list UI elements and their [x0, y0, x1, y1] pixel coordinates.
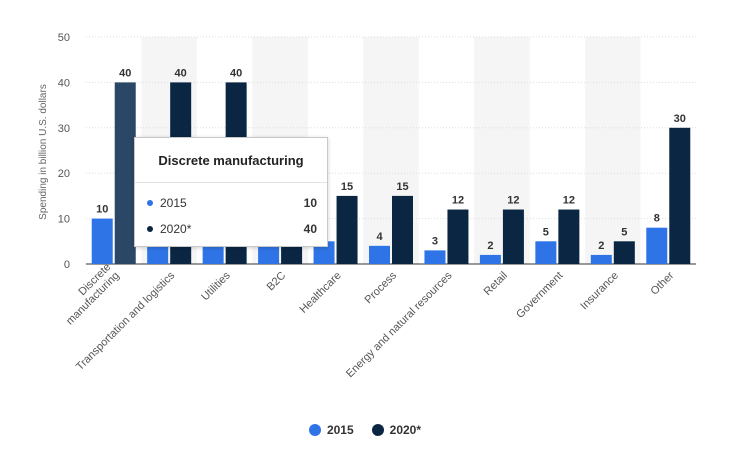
- y-tick-label: 0: [64, 259, 70, 271]
- x-category-label: Discretemanufacturing: [56, 261, 122, 327]
- x-category-label: Retail: [482, 270, 510, 298]
- data-label: 4: [376, 231, 383, 243]
- bar-2015-5[interactable]: [369, 245, 390, 264]
- data-label: 15: [341, 181, 353, 193]
- bar-2015-0[interactable]: [91, 218, 113, 264]
- x-category-label: Government: [514, 270, 565, 321]
- data-label: 30: [674, 113, 686, 125]
- bar-2020-6[interactable]: [447, 209, 469, 264]
- data-label: 40: [230, 67, 242, 79]
- legend-label: 2020*: [389, 423, 422, 437]
- bar-2020-0[interactable]: [114, 82, 136, 265]
- bar-2020-5[interactable]: [392, 195, 413, 264]
- data-label: 12: [563, 195, 575, 207]
- data-label: 10: [96, 204, 108, 216]
- bar-2015-6[interactable]: [424, 250, 446, 264]
- y-tick-label: 10: [58, 214, 70, 226]
- data-label: 3: [432, 235, 438, 247]
- data-label: 8: [654, 213, 660, 225]
- bar-2020-4[interactable]: [336, 195, 358, 264]
- chart-legend: 2015 2020*: [0, 421, 730, 439]
- x-category-label: Utilities: [199, 269, 233, 303]
- data-label: 5: [543, 226, 549, 238]
- x-category-label: Healthcare: [298, 270, 344, 316]
- data-label: 40: [119, 67, 131, 79]
- tooltip-row-2020: 2020* 40: [147, 222, 317, 238]
- data-label: 5: [621, 226, 627, 238]
- bar-2020-7[interactable]: [502, 209, 524, 264]
- bar-2015-10[interactable]: [646, 227, 668, 264]
- tooltip-divider: [135, 182, 327, 183]
- data-label: 12: [507, 195, 519, 207]
- tooltip-2020-dot-icon: [147, 226, 153, 232]
- tooltip-2015-dot-icon: [147, 200, 153, 206]
- y-tick-label: 40: [58, 77, 70, 89]
- bar-2020-9[interactable]: [613, 241, 635, 264]
- y-tick-label: 50: [58, 32, 70, 44]
- tooltip-row-label: 2015: [160, 196, 187, 210]
- x-category-label: Process: [363, 269, 400, 306]
- bar-2015-9[interactable]: [590, 254, 612, 264]
- y-tick-label: 30: [58, 123, 70, 135]
- x-category-label: Insurance: [578, 270, 621, 313]
- bar-2020-10[interactable]: [669, 127, 691, 264]
- y-tick-label: 20: [58, 168, 70, 180]
- tooltip-row-value: 10: [303, 196, 317, 210]
- legend-2015-dot-icon: [308, 424, 321, 436]
- x-category-label: Other: [648, 269, 676, 297]
- data-label: 12: [452, 195, 464, 207]
- tooltip-row-2015: 2015 10: [147, 196, 317, 212]
- bar-2015-7[interactable]: [479, 254, 501, 264]
- data-label: 15: [396, 181, 408, 193]
- x-category-label: B2C: [265, 270, 289, 294]
- x-category-label: Energy and natural resources: [344, 269, 455, 380]
- tooltip-title: Discrete manufacturing: [158, 153, 304, 168]
- bar-2020-8[interactable]: [558, 209, 580, 264]
- tooltip-row-label: 2020*: [160, 222, 192, 236]
- legend-label: 2015: [326, 423, 354, 437]
- data-label: 40: [175, 67, 187, 79]
- legend-item-2020[interactable]: 2020*: [371, 423, 422, 437]
- y-axis-label: Spending in billion U.S. dollars: [38, 84, 49, 220]
- tooltip-row-value: 40: [303, 222, 317, 236]
- data-label: 2: [487, 240, 493, 252]
- chart-tooltip: Discrete manufacturing 2015 10 2020* 40: [134, 137, 328, 247]
- category-band: [585, 37, 641, 264]
- legend-2020-dot-icon: [371, 424, 384, 436]
- bar-2015-8[interactable]: [535, 241, 557, 264]
- data-label: 2: [598, 240, 604, 252]
- legend-item-2015[interactable]: 2015: [308, 423, 354, 437]
